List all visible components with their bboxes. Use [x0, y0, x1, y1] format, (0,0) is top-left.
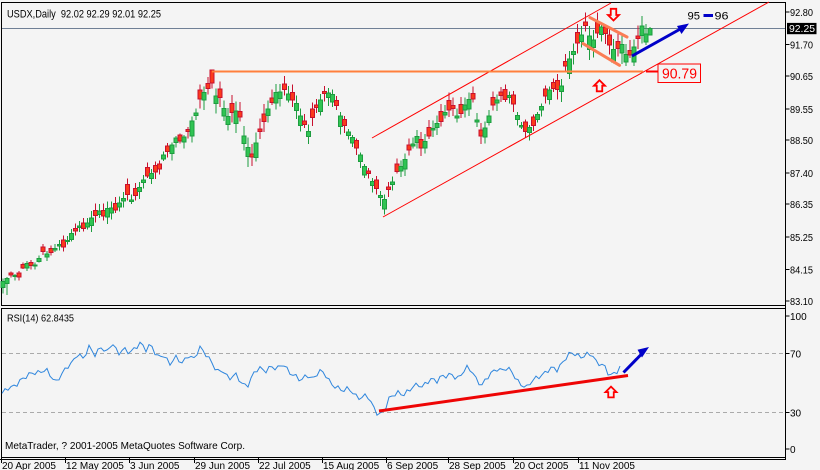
- svg-text:0: 0: [790, 445, 796, 456]
- svg-text:30: 30: [790, 409, 802, 420]
- svg-text:29 Jun 2005: 29 Jun 2005: [195, 461, 250, 470]
- svg-text:20 Apr 2005: 20 Apr 2005: [2, 461, 56, 470]
- svg-text:100: 100: [790, 312, 807, 323]
- svg-text:11 Nov 2005: 11 Nov 2005: [579, 461, 635, 470]
- svg-text:95: 95: [688, 11, 701, 23]
- svg-text:90.65: 90.65: [790, 72, 813, 83]
- svg-text:87.40: 87.40: [790, 169, 813, 180]
- svg-text:91.70: 91.70: [790, 41, 813, 52]
- svg-text:89.55: 89.55: [790, 105, 813, 116]
- svg-text:20 Oct 2005: 20 Oct 2005: [514, 461, 569, 470]
- svg-text:22 Jul 2005: 22 Jul 2005: [259, 461, 311, 470]
- svg-text:USDX,Daily 92.02 92.29 92.01: USDX,Daily 92.02 92.29 92.01 92.25: [7, 9, 161, 21]
- svg-text:28 Sep 2005: 28 Sep 2005: [449, 461, 506, 470]
- svg-text:85.25: 85.25: [790, 233, 813, 244]
- svg-text:6 Sep 2005: 6 Sep 2005: [387, 461, 439, 470]
- svg-text:3 Jun 2005: 3 Jun 2005: [130, 461, 180, 470]
- svg-text:MetaTrader, ? 2001-2005 MetaQu: MetaTrader, ? 2001-2005 MetaQuotes Softw…: [5, 440, 245, 452]
- svg-text:90.79: 90.79: [662, 67, 697, 83]
- svg-text:83.10: 83.10: [790, 297, 813, 308]
- svg-text:96: 96: [715, 11, 729, 23]
- svg-text:70: 70: [790, 350, 802, 361]
- svg-text:RSI(14) 62.8435: RSI(14) 62.8435: [7, 313, 74, 325]
- svg-text:84.15: 84.15: [790, 266, 813, 277]
- svg-text:92.25: 92.25: [789, 23, 815, 35]
- svg-text:88.50: 88.50: [790, 136, 813, 147]
- svg-text:86.35: 86.35: [790, 200, 813, 211]
- svg-text:15 Aug 2005: 15 Aug 2005: [323, 461, 380, 470]
- svg-text:12 May 2005: 12 May 2005: [66, 461, 124, 470]
- svg-text:92.80: 92.80: [790, 8, 813, 19]
